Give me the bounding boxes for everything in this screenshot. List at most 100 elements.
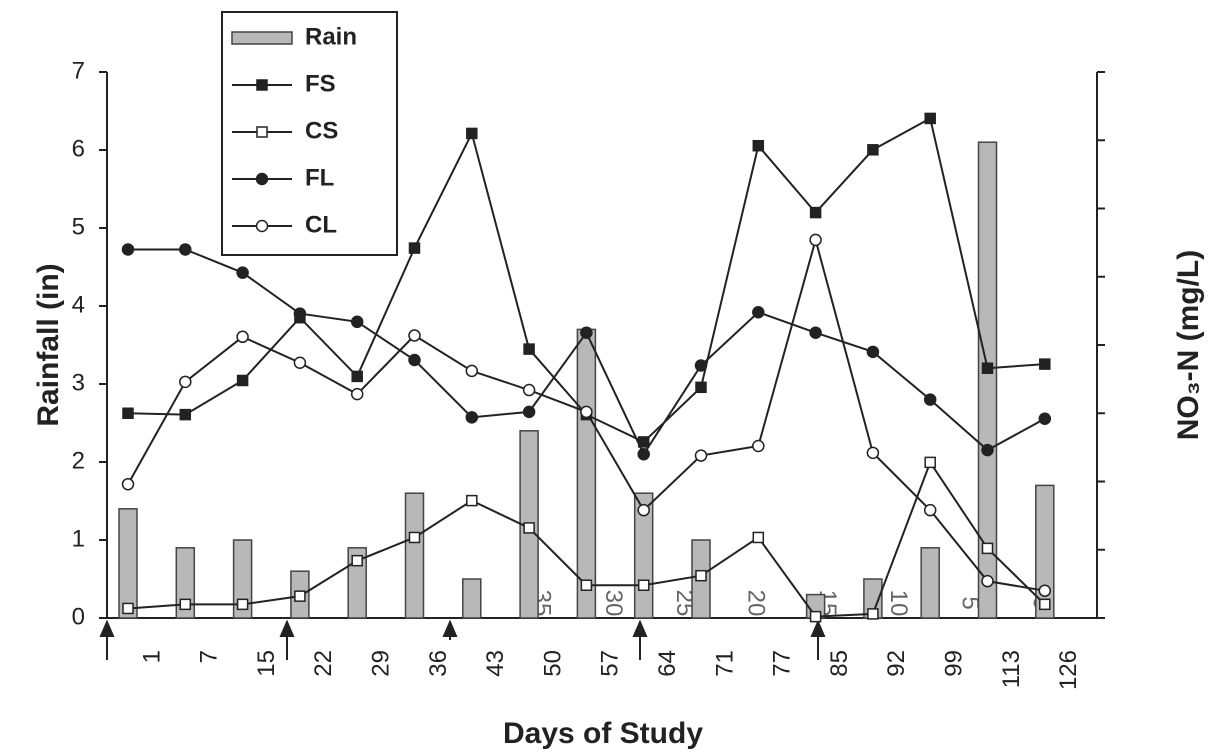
y-tick-label: 7 bbox=[72, 57, 85, 84]
x-tick-label: 113 bbox=[998, 650, 1025, 688]
point bbox=[580, 579, 593, 591]
x-tick-label: 77 bbox=[769, 650, 796, 677]
point bbox=[637, 503, 650, 517]
legend-label: FS bbox=[305, 70, 336, 97]
point bbox=[809, 206, 822, 219]
y-tick-label: 0 bbox=[72, 603, 85, 630]
bar bbox=[232, 539, 253, 619]
point bbox=[752, 305, 765, 319]
x-tick-label: 85 bbox=[826, 650, 853, 677]
point bbox=[408, 242, 421, 254]
x-tick-label: 36 bbox=[425, 650, 452, 677]
point bbox=[465, 411, 479, 424]
y-axis-label: Rainfall (in) bbox=[32, 263, 65, 426]
y-tick-label: 6 bbox=[72, 135, 85, 162]
legend-marker bbox=[256, 126, 268, 138]
point bbox=[923, 503, 937, 517]
point bbox=[637, 579, 650, 591]
point bbox=[179, 375, 192, 389]
y-tick-label: 3 bbox=[72, 369, 85, 396]
point bbox=[694, 359, 708, 372]
y-tick-label: 1 bbox=[72, 525, 85, 552]
y2-tick-label: 5 bbox=[956, 596, 983, 609]
point bbox=[122, 407, 134, 419]
x-tick-label: 29 bbox=[368, 650, 395, 677]
point bbox=[694, 449, 708, 462]
legend-label: CS bbox=[305, 117, 338, 144]
point bbox=[981, 443, 994, 457]
y2-tick-label: 30 bbox=[600, 590, 627, 617]
x-tick-label: 126 bbox=[1055, 650, 1082, 690]
point bbox=[522, 405, 536, 419]
bar bbox=[404, 492, 425, 619]
point bbox=[179, 408, 192, 421]
point bbox=[580, 405, 593, 419]
point bbox=[981, 542, 994, 555]
point bbox=[236, 374, 249, 387]
point bbox=[351, 370, 363, 383]
point bbox=[867, 144, 879, 156]
point bbox=[350, 315, 364, 329]
point bbox=[179, 598, 192, 611]
point bbox=[924, 456, 936, 469]
legend-label: Rain bbox=[305, 23, 357, 50]
point bbox=[121, 477, 135, 491]
bar bbox=[920, 547, 940, 619]
x-tick-label: 57 bbox=[597, 650, 624, 677]
bar bbox=[1035, 484, 1055, 619]
legend-marker bbox=[255, 172, 269, 186]
point bbox=[809, 326, 822, 339]
x-tick-label: 15 bbox=[253, 650, 280, 677]
point bbox=[1039, 598, 1051, 611]
point bbox=[293, 307, 307, 320]
point bbox=[752, 531, 765, 544]
x-tick-label: 71 bbox=[711, 650, 738, 677]
point bbox=[1038, 584, 1052, 597]
point bbox=[580, 326, 593, 339]
point bbox=[752, 439, 765, 453]
point bbox=[466, 127, 478, 140]
point bbox=[466, 494, 478, 507]
point bbox=[351, 554, 363, 567]
y-tick-label: 4 bbox=[72, 291, 85, 318]
point bbox=[294, 590, 306, 602]
point bbox=[179, 243, 192, 256]
point bbox=[293, 356, 307, 369]
y2-tick-label: 10 bbox=[885, 590, 912, 617]
bar bbox=[576, 328, 597, 619]
legend-marker bbox=[255, 219, 269, 233]
point bbox=[752, 139, 765, 152]
point bbox=[924, 112, 936, 125]
point bbox=[1038, 412, 1052, 425]
legend-marker bbox=[256, 79, 268, 91]
point bbox=[236, 330, 249, 344]
point bbox=[236, 266, 249, 279]
x-tick-label: 99 bbox=[941, 650, 968, 677]
bar bbox=[118, 508, 138, 619]
point bbox=[867, 608, 879, 620]
point bbox=[866, 345, 880, 359]
point bbox=[408, 531, 421, 544]
point bbox=[1039, 358, 1051, 370]
y-tick-label: 5 bbox=[72, 213, 85, 240]
point bbox=[122, 602, 134, 615]
point bbox=[523, 343, 535, 355]
x-tick-label: 64 bbox=[654, 650, 681, 677]
bar bbox=[977, 141, 998, 619]
point bbox=[809, 233, 822, 247]
point bbox=[408, 353, 421, 367]
point bbox=[121, 243, 135, 256]
point bbox=[408, 329, 421, 342]
point bbox=[981, 574, 994, 588]
x-tick-label: 22 bbox=[310, 650, 337, 677]
legend-label: CL bbox=[305, 211, 337, 238]
point bbox=[637, 447, 650, 461]
point bbox=[523, 522, 535, 534]
y2-tick-label: 20 bbox=[742, 590, 769, 617]
legend-label: FL bbox=[305, 164, 334, 191]
x-tick-label: 7 bbox=[196, 650, 223, 663]
legend bbox=[221, 11, 398, 256]
point bbox=[465, 364, 479, 378]
point bbox=[695, 381, 707, 394]
point bbox=[522, 383, 536, 397]
